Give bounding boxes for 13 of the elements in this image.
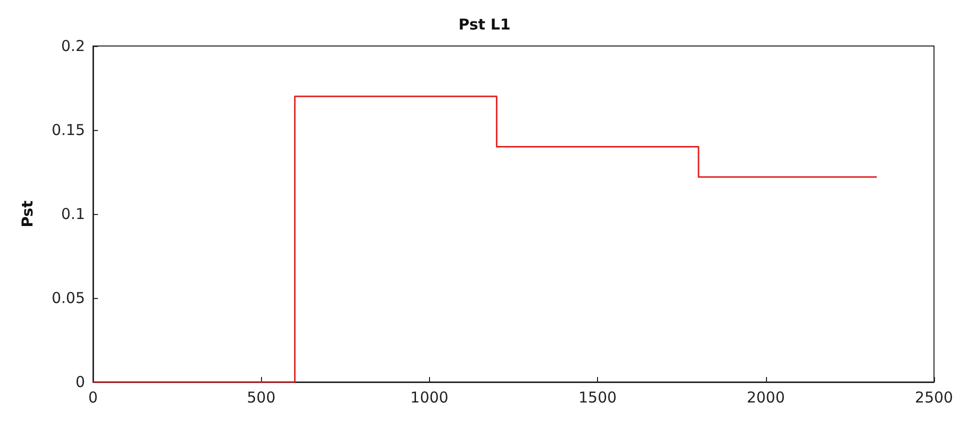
x-tick-label: 1000 xyxy=(410,388,448,406)
y-tick-label: 0.15 xyxy=(52,121,85,139)
x-tick-label: 0 xyxy=(88,388,98,406)
y-tick-label: 0.05 xyxy=(52,289,85,307)
y-tick-label: 0 xyxy=(75,373,85,391)
x-tick-label: 2000 xyxy=(746,388,785,406)
x-tick-label: 2500 xyxy=(914,388,954,406)
x-tick-label: 500 xyxy=(246,388,276,406)
y-tick-label: 0.1 xyxy=(61,205,85,223)
y-tick-label: 0.2 xyxy=(61,37,85,55)
x-tick-label: 1500 xyxy=(578,388,617,406)
chart-title: Pst L1 xyxy=(458,16,511,34)
y-axis-title: Pst xyxy=(18,200,36,228)
